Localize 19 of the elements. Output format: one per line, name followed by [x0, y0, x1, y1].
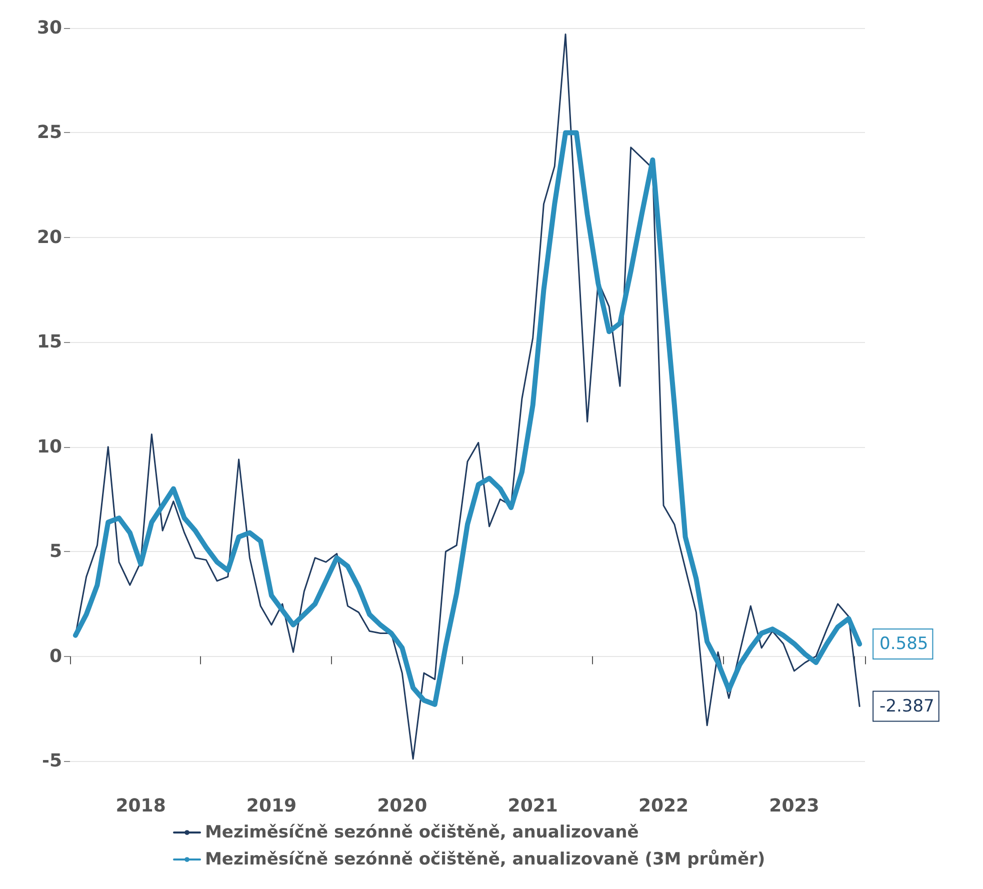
y-tick-label: 25 [36, 122, 62, 144]
x-tick-label: 2023 [769, 796, 820, 816]
y-tick-label: 0 [49, 646, 62, 667]
y-tick-label: 15 [36, 332, 62, 353]
legend-label: Meziměsíčně sezónně očištěně, anualizovaně (3M průměr) [205, 850, 766, 870]
legend-label: Meziměsíčně sezónně očištěně, anualizovaně [205, 822, 639, 842]
x-tick-label: 2020 [377, 796, 428, 816]
x-tick-label: 2019 [246, 796, 297, 816]
y-tick-label: 30 [36, 18, 62, 38]
data-label: -2.387 [880, 696, 934, 716]
x-tick-label: 2021 [508, 796, 558, 816]
y-tick-label: 20 [36, 226, 62, 248]
line-series [74, 34, 860, 760]
y-tick-label: 10 [36, 436, 62, 458]
y-tick-label: -5 [42, 750, 62, 772]
y-tick-label: 5 [49, 541, 62, 562]
x-tick-label: 2018 [116, 796, 166, 816]
data-label: 0.585 [880, 634, 928, 654]
x-tick-label: 2022 [638, 796, 689, 816]
